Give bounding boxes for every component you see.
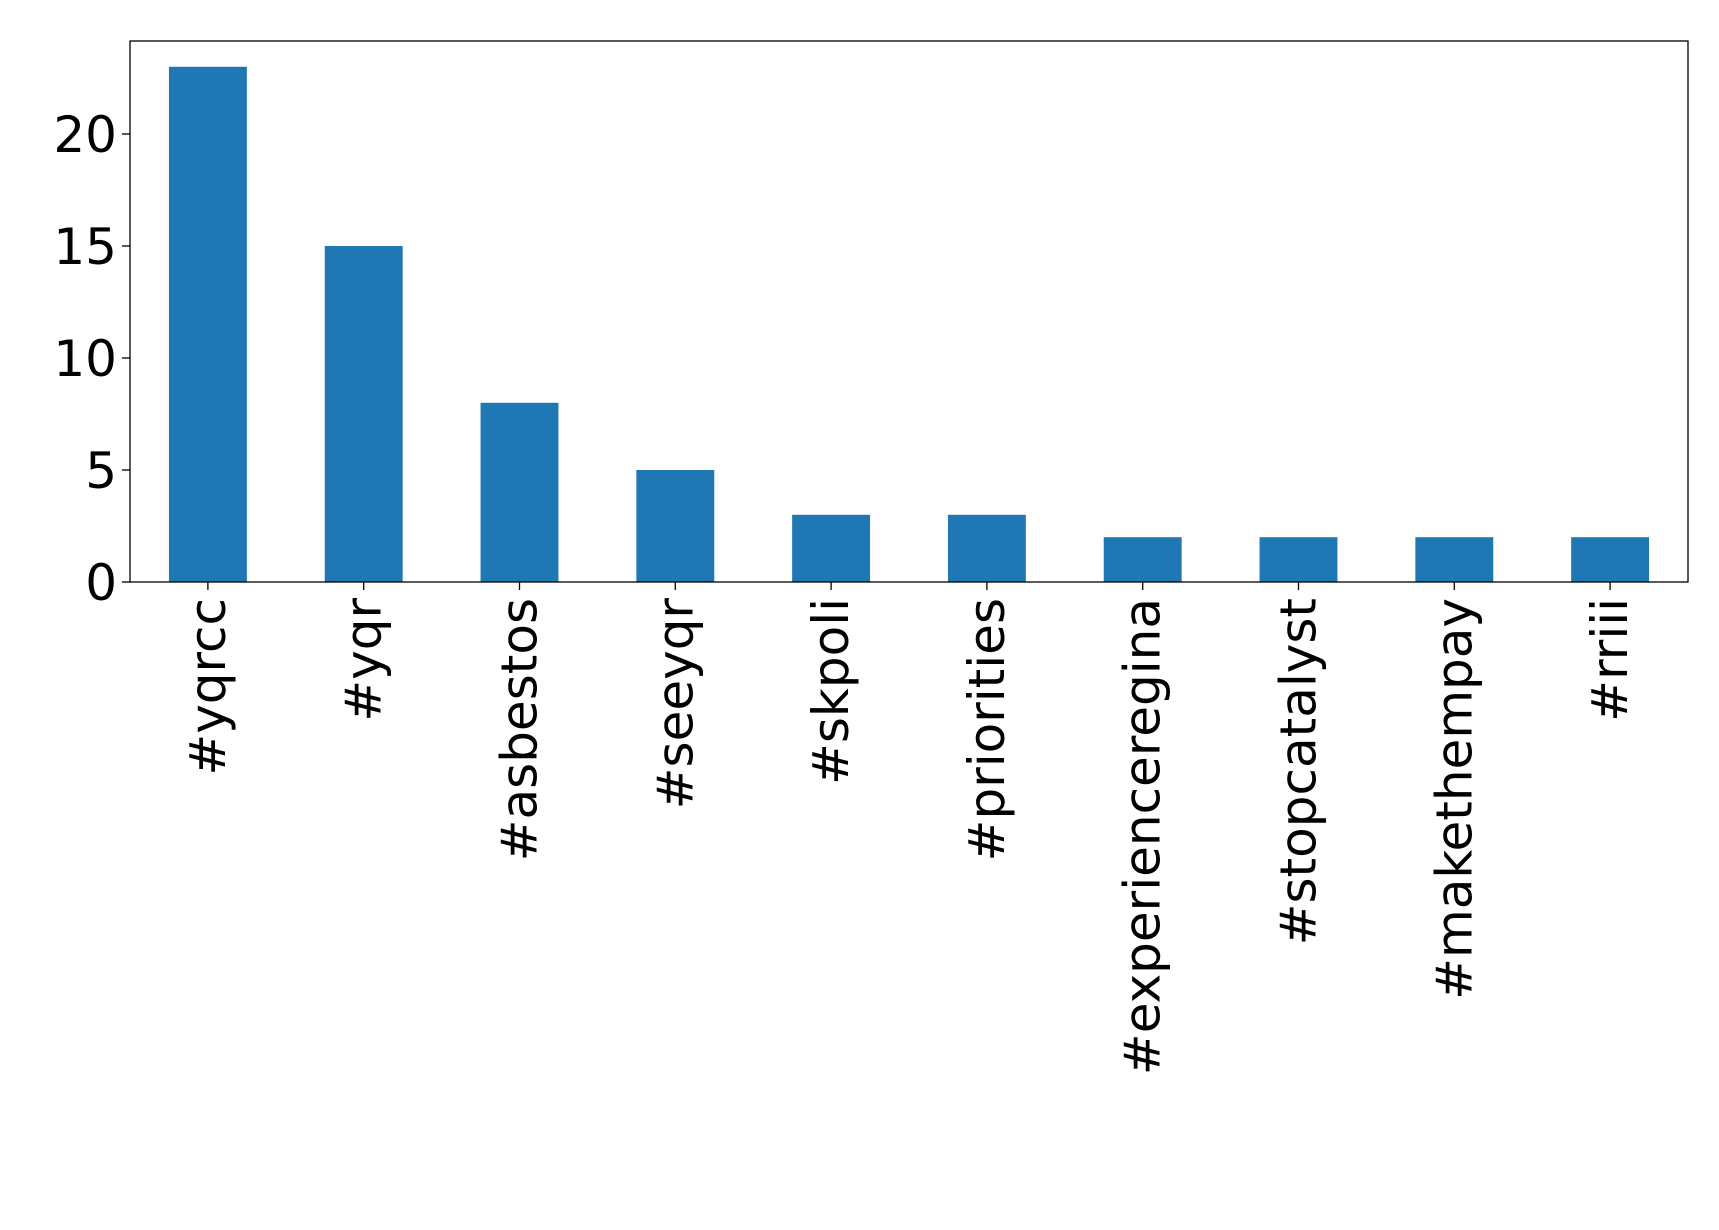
y-tick-label: 10 xyxy=(53,330,117,388)
bar-experienceregina xyxy=(1103,537,1182,582)
bar-asbestos xyxy=(480,402,559,582)
x-tick-label: #yqrcc xyxy=(179,598,237,776)
x-tick-label: #asbestos xyxy=(491,598,549,861)
bar-skpoli xyxy=(792,514,871,582)
x-axis: #yqrcc #yqr #asbestos #seeyqr #skpoli #priori… xyxy=(179,582,1639,1075)
bar-yqr xyxy=(324,245,403,582)
plot-frame xyxy=(129,40,1689,583)
bar-stopcatalyst xyxy=(1259,537,1338,582)
x-tick-label: #skpoli xyxy=(802,598,860,785)
bars-layer xyxy=(168,66,1650,582)
y-tick-label: 0 xyxy=(85,554,117,612)
x-tick-label: #makethempay xyxy=(1425,598,1483,1000)
x-tick-label: #priorities xyxy=(958,598,1016,861)
bar-seeyqr xyxy=(636,469,715,582)
x-tick-label: #experienceregina xyxy=(1114,598,1172,1075)
x-tick-label: #seeyqr xyxy=(646,598,704,810)
bar-yqrcc xyxy=(168,66,247,582)
x-tick-label: #stopcatalyst xyxy=(1270,598,1328,945)
y-tick-label: 15 xyxy=(53,218,117,276)
y-axis: 0 5 10 15 20 xyxy=(53,106,130,612)
x-tick-label: #rriii xyxy=(1581,598,1639,722)
y-tick-label: 20 xyxy=(53,106,117,164)
y-tick-label: 5 xyxy=(85,442,117,500)
x-tick-label: #yqr xyxy=(335,598,393,722)
bar-makethempay xyxy=(1415,537,1494,582)
bar-priorities xyxy=(947,514,1026,582)
bar-rriii xyxy=(1571,537,1650,582)
